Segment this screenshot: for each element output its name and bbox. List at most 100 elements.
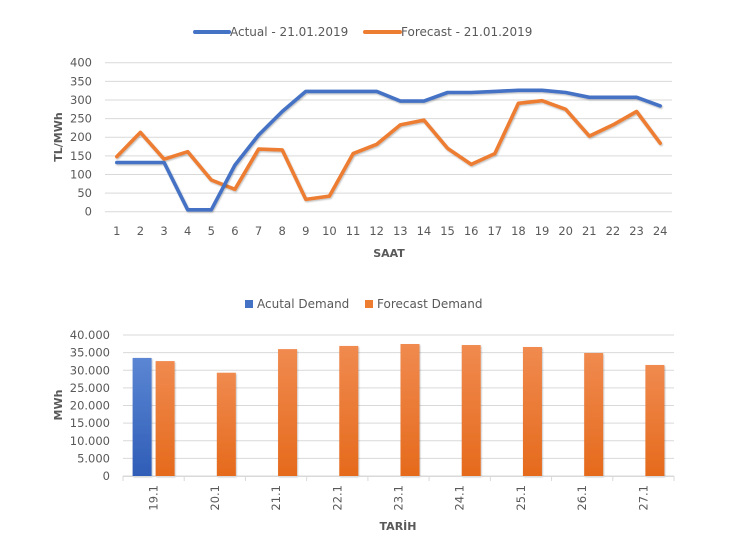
legend-item-actual[interactable]: Actual - 21.01.2019 bbox=[193, 25, 348, 39]
data-point-actual[interactable] bbox=[588, 96, 591, 99]
bar-actual-demand[interactable] bbox=[132, 357, 152, 476]
legend-forecast-demand-swatch bbox=[365, 300, 373, 308]
legend-item-forecast-demand[interactable]: Forecast Demand bbox=[365, 297, 482, 311]
x-tick-label: 11 bbox=[346, 224, 361, 238]
data-point-actual[interactable] bbox=[186, 208, 189, 211]
data-point-actual[interactable] bbox=[541, 89, 544, 92]
y-tick-label: 30.000 bbox=[70, 363, 110, 377]
x-tick-label: 25.1 bbox=[514, 485, 528, 511]
data-point-actual[interactable] bbox=[304, 90, 307, 93]
data-point-actual[interactable] bbox=[328, 90, 331, 93]
bar-chart-x-axis: 19.1 20.1 21.1 22.1 23.1 24.1 25.1 26.1 27.1 bbox=[122, 476, 675, 511]
data-point-forecast[interactable] bbox=[328, 195, 331, 198]
x-tick-label: 9 bbox=[302, 224, 309, 238]
y-tick-label: 0 bbox=[103, 469, 110, 483]
data-point-forecast[interactable] bbox=[375, 143, 378, 146]
data-point-actual[interactable] bbox=[375, 90, 378, 93]
data-point-actual[interactable] bbox=[446, 91, 449, 94]
bar-chart-x-axis-title: TARİH bbox=[380, 519, 417, 533]
data-point-actual[interactable] bbox=[163, 161, 166, 164]
line-chart-y-axis: 0 50 100 150 200 250 300 350 400 bbox=[70, 56, 92, 219]
x-tick-label: 22 bbox=[606, 224, 621, 238]
bar-forecast-demand[interactable] bbox=[584, 352, 604, 476]
x-tick-label: 10 bbox=[322, 224, 337, 238]
data-point-actual[interactable] bbox=[659, 104, 662, 107]
x-tick-label: 1 bbox=[113, 224, 120, 238]
data-point-forecast[interactable] bbox=[281, 148, 284, 151]
data-point-actual[interactable] bbox=[635, 96, 638, 99]
data-point-forecast[interactable] bbox=[163, 158, 166, 161]
bar-chart-bars bbox=[132, 343, 665, 476]
data-point-actual[interactable] bbox=[399, 100, 402, 103]
x-tick-label: 20.1 bbox=[208, 485, 222, 511]
bar-forecast-demand[interactable] bbox=[522, 346, 542, 476]
y-tick-label: 40.000 bbox=[70, 328, 110, 342]
line-chart-x-axis: 1 2 3 4 5 6 7 8 9 10 11 12 13 14 15 16 17 18 19 20 21 22 23 24 bbox=[113, 224, 667, 238]
data-point-forecast[interactable] bbox=[210, 179, 213, 182]
data-point-actual[interactable] bbox=[210, 208, 213, 211]
data-point-forecast[interactable] bbox=[186, 150, 189, 153]
y-tick-label: 300 bbox=[70, 93, 92, 107]
bar-forecast-demand[interactable] bbox=[339, 345, 359, 476]
bar-forecast-demand[interactable] bbox=[645, 364, 665, 476]
data-point-forecast[interactable] bbox=[588, 135, 591, 138]
series-line-forecast[interactable] bbox=[115, 98, 663, 202]
legend-item-actual-demand[interactable]: Acutal Demand bbox=[245, 297, 349, 311]
series-line-actual[interactable] bbox=[115, 88, 663, 212]
y-tick-label: 35.000 bbox=[70, 346, 110, 360]
bar-forecast-demand[interactable] bbox=[216, 372, 236, 476]
data-point-forecast[interactable] bbox=[139, 131, 142, 134]
y-tick-label: 15.000 bbox=[70, 416, 110, 430]
data-point-actual[interactable] bbox=[422, 100, 425, 103]
x-tick-label: 19 bbox=[535, 224, 550, 238]
data-point-forecast[interactable] bbox=[635, 110, 638, 113]
data-point-actual[interactable] bbox=[493, 90, 496, 93]
data-point-forecast[interactable] bbox=[352, 152, 355, 155]
y-tick-label: 25.000 bbox=[70, 381, 110, 395]
data-point-actual[interactable] bbox=[564, 91, 567, 94]
bar-forecast-demand[interactable] bbox=[278, 349, 298, 476]
data-point-forecast[interactable] bbox=[257, 148, 260, 151]
y-tick-label: 350 bbox=[70, 74, 92, 88]
bar-forecast-demand[interactable] bbox=[400, 343, 420, 476]
data-point-actual[interactable] bbox=[233, 164, 236, 167]
x-tick-label: 20 bbox=[558, 224, 573, 238]
data-point-forecast[interactable] bbox=[470, 163, 473, 166]
y-tick-label: 5.000 bbox=[77, 451, 110, 465]
data-point-actual[interactable] bbox=[115, 161, 118, 164]
data-point-forecast[interactable] bbox=[115, 155, 118, 158]
data-point-actual[interactable] bbox=[517, 89, 520, 92]
bar-forecast-demand[interactable] bbox=[155, 361, 175, 476]
line-chart-legend: Actual - 21.01.2019 Forecast - 21.01.201… bbox=[193, 25, 532, 39]
y-tick-label: 10.000 bbox=[70, 434, 110, 448]
line-chart-gridlines bbox=[105, 62, 672, 213]
data-point-forecast[interactable] bbox=[422, 119, 425, 122]
data-point-actual[interactable] bbox=[611, 96, 614, 99]
data-point-forecast[interactable] bbox=[304, 198, 307, 201]
data-point-forecast[interactable] bbox=[659, 142, 662, 145]
data-point-actual[interactable] bbox=[470, 91, 473, 94]
data-point-actual[interactable] bbox=[352, 90, 355, 93]
x-tick-label: 27.1 bbox=[636, 485, 650, 511]
x-tick-label: 12 bbox=[369, 224, 384, 238]
data-point-forecast[interactable] bbox=[233, 188, 236, 191]
data-point-forecast[interactable] bbox=[564, 108, 567, 111]
bar-forecast-demand[interactable] bbox=[461, 345, 481, 476]
data-point-forecast[interactable] bbox=[541, 99, 544, 102]
legend-item-forecast[interactable]: Forecast - 21.01.2019 bbox=[363, 25, 532, 39]
line-chart: Actual - 21.01.2019 Forecast - 21.01.201… bbox=[52, 25, 672, 260]
data-point-actual[interactable] bbox=[257, 133, 260, 136]
data-point-forecast[interactable] bbox=[611, 123, 614, 126]
x-tick-label: 13 bbox=[393, 224, 408, 238]
data-point-forecast[interactable] bbox=[446, 147, 449, 150]
x-tick-label: 23.1 bbox=[392, 485, 406, 511]
x-tick-label: 16 bbox=[464, 224, 479, 238]
y-tick-label: 20.000 bbox=[70, 399, 110, 413]
data-point-forecast[interactable] bbox=[493, 152, 496, 155]
data-point-forecast[interactable] bbox=[517, 102, 520, 105]
data-point-actual[interactable] bbox=[139, 161, 142, 164]
data-point-forecast[interactable] bbox=[399, 123, 402, 126]
y-tick-label: 150 bbox=[70, 149, 92, 163]
data-point-actual[interactable] bbox=[281, 110, 284, 113]
